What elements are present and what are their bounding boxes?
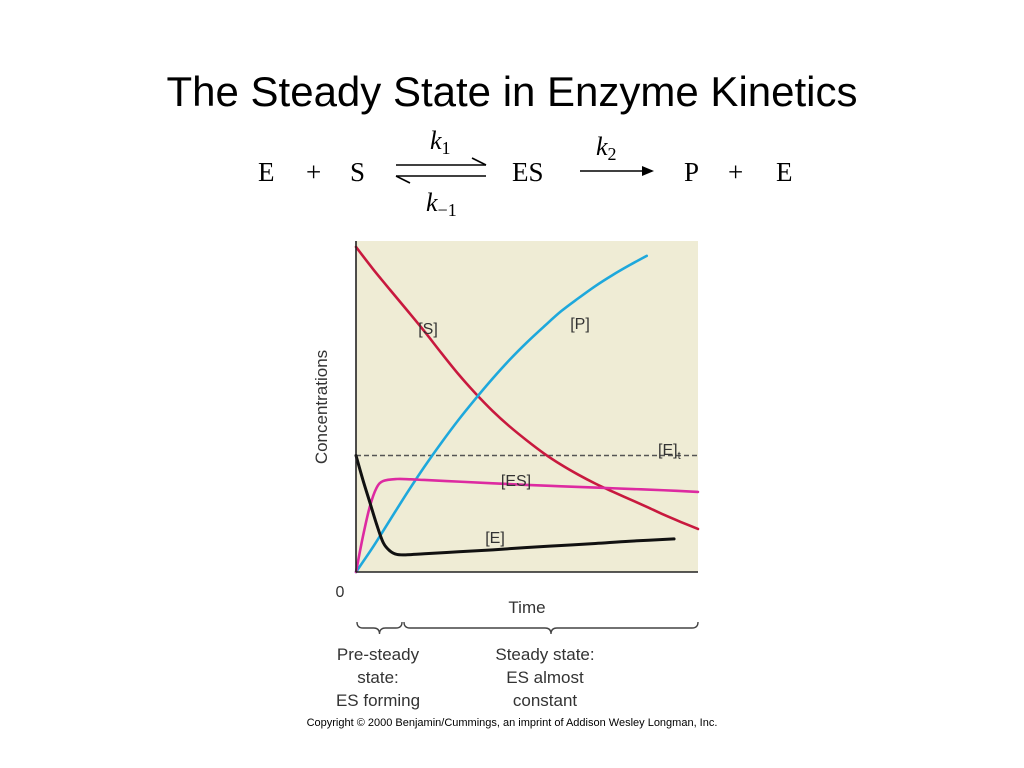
phase-label-line: state: bbox=[357, 668, 399, 687]
total-enzyme-label: [E]t bbox=[658, 442, 681, 462]
reaction-product: P bbox=[684, 157, 700, 187]
slide-title: The Steady State in Enzyme Kinetics bbox=[166, 68, 858, 115]
x-origin-label: 0 bbox=[336, 584, 345, 601]
phase-label-line: ES forming bbox=[335, 691, 421, 710]
pre-steady-state-brace bbox=[356, 621, 403, 635]
reaction-scheme: E + S k1 k−1 ES k2 P + E bbox=[250, 126, 810, 228]
free-enzyme-curve bbox=[354, 453, 676, 557]
product-curve bbox=[354, 254, 648, 574]
substrate-curve bbox=[354, 245, 700, 531]
reaction-plus-2: + bbox=[728, 157, 744, 187]
reaction-plus: + bbox=[306, 157, 322, 187]
y-axis-label: Concentrations bbox=[312, 350, 331, 464]
pre-steady-state-label: Pre-steady state: ES forming bbox=[318, 643, 438, 712]
rate-constant-k1: k1 bbox=[430, 126, 451, 158]
free-enzyme-label: [E] bbox=[485, 530, 505, 547]
reaction-arrows bbox=[395, 157, 654, 184]
x-axis-label: Time bbox=[508, 598, 545, 617]
plot-area bbox=[356, 241, 698, 572]
reaction-substrate: S bbox=[350, 157, 366, 187]
phase-label-line: ES almost bbox=[506, 668, 584, 687]
copyright-notice: Copyright © 2000 Benjamin/Cummings, an i… bbox=[306, 717, 718, 729]
reaction-enzyme: E bbox=[258, 157, 275, 187]
reaction-complex: ES bbox=[512, 157, 544, 187]
enzyme-substrate-complex-curve bbox=[354, 477, 700, 574]
reaction-enzyme-regenerated: E bbox=[776, 157, 793, 187]
phase-label-line: constant bbox=[512, 691, 578, 710]
rate-constant-k2: k2 bbox=[596, 132, 617, 164]
substrate-label: [S] bbox=[418, 321, 438, 338]
rate-constant-k-minus-1: k−1 bbox=[426, 188, 457, 220]
phase-label-line: Steady state: bbox=[495, 645, 595, 664]
steady-state-label: Steady state: ES almost constant bbox=[470, 643, 620, 712]
product-label: [P] bbox=[570, 316, 590, 333]
steady-state-brace bbox=[403, 621, 699, 635]
phase-label-line: Pre-steady bbox=[336, 645, 420, 664]
enzyme-substrate-label: [ES] bbox=[501, 473, 531, 490]
